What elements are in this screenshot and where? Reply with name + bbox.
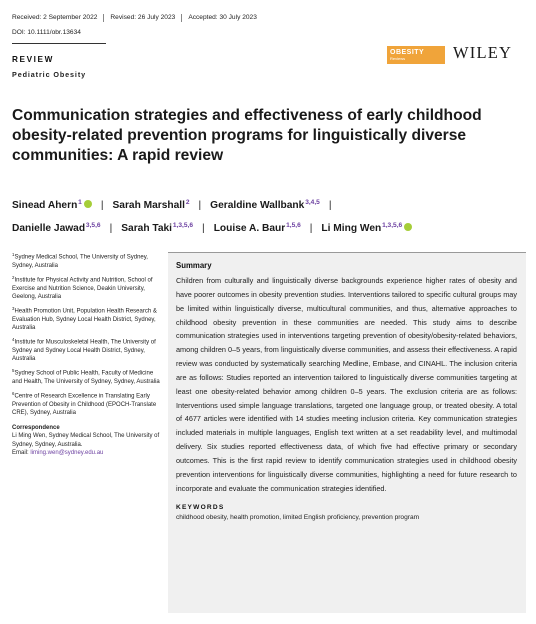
journal-logo-line1: OBESITY [390, 49, 425, 56]
affiliation: 1Sydney Medical School, The University o… [12, 252, 148, 269]
article-title: Communication strategies and effectivene… [12, 107, 482, 164]
journal-logo-line2: Reviews [390, 56, 406, 61]
author[interactable]: Louise A. Baur 1,5,6 [213, 222, 301, 234]
revised-date: Revised: 26 July 2023 [110, 14, 176, 21]
orcid-icon[interactable] [83, 200, 92, 208]
journal-logo[interactable]: OBESITY Reviews [387, 46, 445, 64]
received-date: Received: 2 September 2022 [12, 14, 98, 21]
article-type: REVIEW [12, 55, 54, 64]
publication-dates: Received: 2 September 2022 Revised: 26 J… [12, 14, 257, 22]
header-rule [12, 43, 106, 44]
date-divider [103, 14, 105, 22]
email-link[interactable]: liming.wen@sydney.edu.au [30, 450, 104, 457]
author[interactable]: Danielle Jawad 3,5,6 [12, 222, 101, 234]
affiliation: 3Health Promotion Unit, Population Healt… [12, 306, 157, 332]
author-list: Sinead Ahern 1 | Sarah Marshall 2 | Geraldin… [12, 193, 527, 239]
affiliation: 6Centre of Research Excellence in Transl… [12, 391, 157, 417]
publisher-logo[interactable]: WILEY [453, 43, 513, 62]
date-divider [181, 14, 183, 22]
correspondence: Li Ming Wen, Sydney Medical School, The … [12, 433, 160, 457]
keywords-list: childhood obesity, health promotion, lim… [176, 513, 420, 521]
keywords-heading: KEYWORDS [176, 503, 225, 511]
section-label: Pediatric Obesity [12, 70, 87, 79]
author[interactable]: Sarah Taki 1,3,5,6 [121, 222, 194, 234]
summary-text: Children from culturally and linguistica… [176, 276, 517, 493]
affiliation: 2Institute for Physical Activity and Nut… [12, 274, 153, 300]
affiliation: 5Sydney School of Public Health, Faculty… [12, 368, 160, 386]
author[interactable]: Sarah Marshall 2 [112, 199, 190, 211]
abstract-box: Summary Children from culturally and lin… [168, 252, 526, 613]
affiliation: 4Institute for Musculoskeletal Health, T… [12, 337, 156, 363]
author[interactable]: Li Ming Wen 1,3,5,6 [321, 222, 413, 234]
correspondence-heading: Correspondence [12, 424, 60, 431]
author[interactable]: Geraldine Wallbank 3,4,5 [210, 199, 320, 211]
author[interactable]: Sinead Ahern 1 [12, 199, 92, 211]
doi[interactable]: DOI: 10.1111/obr.13634 [12, 29, 81, 36]
orcid-icon[interactable] [404, 223, 413, 231]
summary-heading: Summary [176, 261, 212, 270]
affiliations: 1Sydney Medical School, The University o… [12, 251, 162, 461]
accepted-date: Accepted: 30 July 2023 [188, 14, 257, 21]
